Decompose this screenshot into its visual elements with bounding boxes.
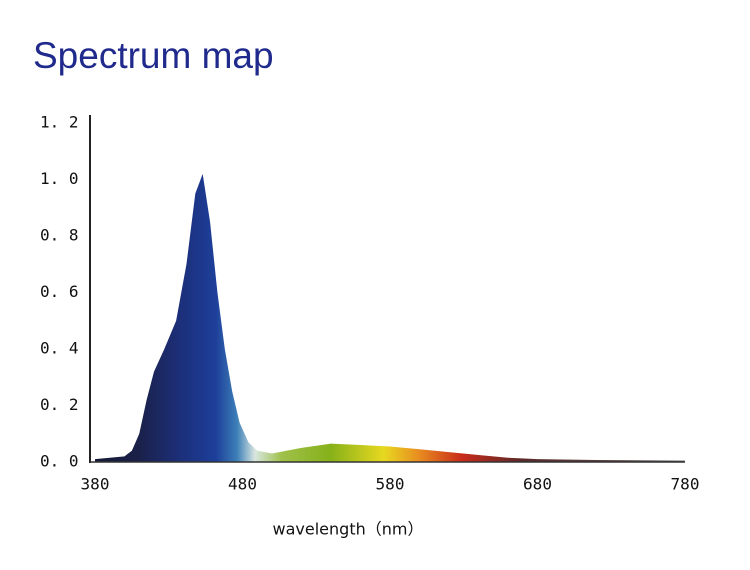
y-tick-label: 1. 2 xyxy=(40,113,79,132)
chart-title: Spectrum map xyxy=(33,35,274,76)
x-tick-label: 380 xyxy=(81,475,110,494)
x-tick-label: 680 xyxy=(523,475,552,494)
x-tick-label: 480 xyxy=(228,475,257,494)
y-tick-label: 0. 4 xyxy=(40,339,79,358)
y-tick-label: 0. 8 xyxy=(40,226,79,245)
y-tick-label: 1. 0 xyxy=(40,169,79,188)
x-tick-label: 580 xyxy=(376,475,405,494)
y-tick-label: 0. 6 xyxy=(40,282,79,301)
y-tick-label: 0. 0 xyxy=(40,452,79,471)
y-tick-label: 0. 2 xyxy=(40,395,79,414)
x-tick-label: 780 xyxy=(671,475,700,494)
spectrum-area xyxy=(95,173,685,462)
x-axis-label: wavelength（nm） xyxy=(273,520,424,539)
